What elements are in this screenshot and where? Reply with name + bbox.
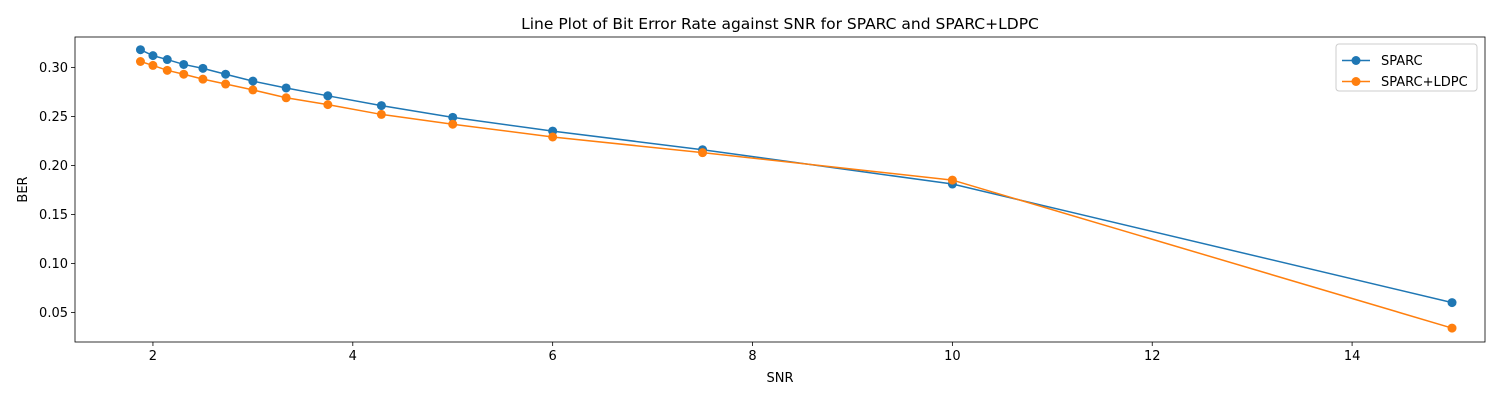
legend-entries: SPARC SPARC+LDPC <box>1342 54 1468 90</box>
data-point-sparc-ldpc <box>698 148 708 158</box>
data-point-sparc <box>179 59 189 69</box>
x-tick-label: 14 <box>1344 349 1361 364</box>
data-point-sparc <box>198 63 208 73</box>
x-tick-label: 10 <box>944 349 961 364</box>
y-tick-label: 0.10 <box>39 257 68 272</box>
data-point-sparc-ldpc <box>221 79 231 89</box>
y-tick-label: 0.15 <box>39 208 68 223</box>
data-point-sparc-ldpc <box>162 65 172 75</box>
data-point-sparc <box>323 91 333 101</box>
x-axis-label: SNR <box>766 371 793 386</box>
data-point-sparc <box>1447 298 1457 308</box>
x-tick-label: 6 <box>549 349 557 364</box>
data-point-sparc-ldpc <box>135 57 145 67</box>
data-point-sparc <box>221 69 231 79</box>
data-point-sparc-ldpc <box>448 119 458 129</box>
y-tick-label: 0.30 <box>39 61 68 76</box>
y-tick-label: 0.20 <box>39 159 68 174</box>
legend-label: SPARC+LDPC <box>1381 75 1468 90</box>
data-point-sparc-ldpc <box>323 100 333 110</box>
data-point-sparc-ldpc <box>248 85 258 95</box>
legend-label: SPARC <box>1381 54 1423 69</box>
data-point-sparc-ldpc <box>148 60 158 70</box>
data-point-sparc <box>135 45 145 55</box>
y-tick-label: 0.25 <box>39 110 68 125</box>
data-point-sparc-ldpc <box>947 175 957 185</box>
legend-marker <box>1351 77 1361 86</box>
legend: SPARC SPARC+LDPC <box>1335 43 1478 92</box>
data-point-sparc <box>248 76 258 86</box>
y-axis-ticks: 0.05 0.10 0.15 0.20 0.25 0.30 <box>39 61 75 321</box>
y-axis-label: BER <box>16 176 31 202</box>
legend-marker <box>1351 56 1361 65</box>
data-point-sparc <box>376 101 386 111</box>
x-tick-label: 8 <box>748 349 756 364</box>
data-point-sparc-ldpc <box>198 74 208 84</box>
data-point-sparc <box>162 55 172 65</box>
y-tick-label: 0.05 <box>39 306 68 321</box>
x-axis-ticks: 2 4 6 8 10 12 14 <box>149 342 1361 364</box>
data-point-sparc-ldpc <box>1447 323 1457 333</box>
x-tick-label: 12 <box>1144 349 1161 364</box>
chart-title: Line Plot of Bit Error Rate against SNR … <box>521 15 1039 33</box>
data-point-sparc <box>448 112 458 122</box>
data-point-sparc <box>281 83 291 93</box>
data-point-sparc-ldpc <box>548 132 558 142</box>
data-point-sparc-ldpc <box>179 69 189 79</box>
legend-box <box>1335 43 1478 92</box>
series-sparc-ldpc <box>135 57 1457 333</box>
data-point-sparc-ldpc <box>281 93 291 103</box>
plot-area-frame <box>74 36 1486 343</box>
legend-entry-sparc: SPARC <box>1342 54 1423 69</box>
x-tick-label: 4 <box>349 349 357 364</box>
x-tick-label: 2 <box>149 349 157 364</box>
data-point-sparc <box>148 51 158 61</box>
data-point-sparc-ldpc <box>376 109 386 119</box>
legend-entry-sparc-ldpc: SPARC+LDPC <box>1342 75 1468 90</box>
series-layer <box>135 45 1457 333</box>
